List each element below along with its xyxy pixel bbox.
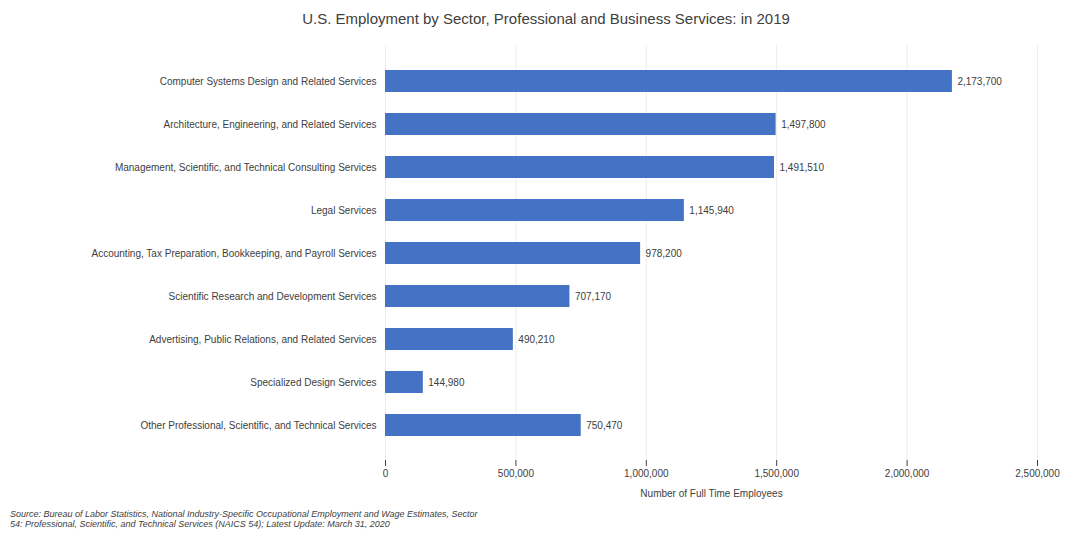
svg-text:Specialized Design Services: Specialized Design Services <box>250 377 376 388</box>
svg-text:144,980: 144,980 <box>428 377 465 388</box>
svg-text:1,000,000: 1,000,000 <box>624 468 669 479</box>
svg-text:1,497,800: 1,497,800 <box>781 119 826 130</box>
svg-text:978,200: 978,200 <box>646 248 683 259</box>
svg-text:1,145,940: 1,145,940 <box>689 205 734 216</box>
svg-text:Scientific Research and Develo: Scientific Research and Development Serv… <box>169 291 377 302</box>
svg-text:Computer Systems Design and Re: Computer Systems Design and Related Serv… <box>160 76 377 87</box>
svg-text:Management, Scientific, and Te: Management, Scientific, and Technical Co… <box>115 162 377 173</box>
svg-text:0: 0 <box>383 468 389 479</box>
svg-text:2,000,000: 2,000,000 <box>885 468 930 479</box>
svg-text:2,500,000: 2,500,000 <box>1015 468 1060 479</box>
svg-text:1,491,510: 1,491,510 <box>779 162 824 173</box>
svg-text:Legal Services: Legal Services <box>311 205 377 216</box>
html-text:Source: Bureau of Labor Statis: Source: Bureau of Labor Statistics, Nati… <box>10 509 478 529</box>
svg-text:Advertising, Public Relations,: Advertising, Public Relations, and Relat… <box>149 334 376 345</box>
html-text:U.S. Employment by Sector, Pro: U.S. Employment by Sector, Professional … <box>302 10 790 27</box>
svg-text:707,170: 707,170 <box>575 291 612 302</box>
svg-text:490,210: 490,210 <box>518 334 555 345</box>
svg-text:1,500,000: 1,500,000 <box>754 468 799 479</box>
svg-text:Other Professional, Scientific: Other Professional, Scientific, and Tech… <box>140 420 376 431</box>
svg-text:Accounting, Tax Preparation, B: Accounting, Tax Preparation, Bookkeeping… <box>92 248 377 259</box>
svg-text:Architecture, Engineering, and: Architecture, Engineering, and Related S… <box>164 119 377 130</box>
svg-text:2,173,700: 2,173,700 <box>957 76 1002 87</box>
svg-text:750,470: 750,470 <box>586 420 623 431</box>
svg-text:500,000: 500,000 <box>498 468 535 479</box>
svg-text:Number of Full Time Employees: Number of Full Time Employees <box>640 488 782 499</box>
